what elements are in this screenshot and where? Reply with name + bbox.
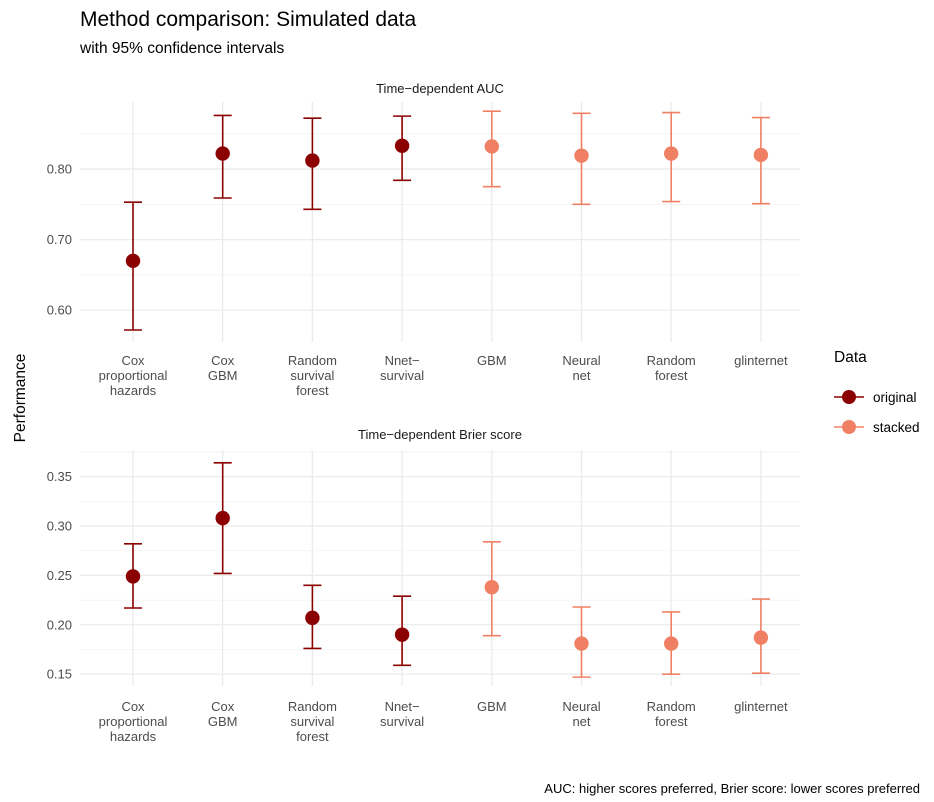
- y-tick-label: 0.30: [47, 519, 72, 534]
- data-point: [305, 610, 320, 626]
- x-tick-label: GBM: [477, 699, 507, 714]
- errorbar-point: [662, 611, 681, 675]
- data-point: [125, 569, 141, 584]
- errorbar-point: [303, 584, 322, 650]
- data-point: [664, 636, 679, 651]
- errorbar-point: [124, 543, 142, 609]
- data-point: [484, 139, 499, 154]
- x-tick-label: glinternet: [734, 353, 788, 368]
- panels-group: Time−dependent AUC 0.60 0.70 0.80 Cox proport…: [47, 81, 800, 744]
- y-tick-label: 0.80: [47, 162, 72, 177]
- errorbar-point: [393, 595, 412, 667]
- errorbar-point: [482, 110, 501, 188]
- data-point: [753, 147, 769, 163]
- data-point: [484, 580, 499, 595]
- data-point: [574, 636, 589, 651]
- data-point: [125, 253, 141, 269]
- data-point: [664, 146, 679, 161]
- data-point: [574, 148, 589, 163]
- x-tick-label: Cox proportional hazards: [99, 353, 168, 398]
- legend-label-original: original: [873, 390, 917, 405]
- data-point: [753, 630, 769, 645]
- errorbar-point: [572, 606, 591, 678]
- errorbar-point: [393, 115, 412, 182]
- x-tick-label: Cox GBM: [208, 699, 238, 729]
- errorbar-point: [572, 112, 591, 206]
- x-tick-label: Neural net: [562, 699, 600, 729]
- x-tick-label: Nnet− survival: [380, 699, 424, 729]
- legend-title: Data: [834, 349, 867, 366]
- x-tick-label: glinternet: [734, 699, 788, 714]
- y-tick-label: 0.15: [47, 667, 72, 682]
- errorbar-point: [482, 541, 501, 637]
- errorbar-point: [303, 117, 322, 211]
- chart-title: Method comparison: Simulated data: [80, 8, 417, 31]
- legend-key-point-original: [842, 390, 856, 404]
- errorbar-point: [124, 201, 142, 331]
- x-tick-label: Random survival forest: [288, 699, 337, 744]
- panel-1: Time−dependent Brier score 0.15 0.20 0.25 0.…: [47, 427, 800, 744]
- panel-title: Time−dependent Brier score: [358, 427, 522, 442]
- legend-label-stacked: stacked: [873, 420, 920, 435]
- data-point: [215, 146, 230, 161]
- errorbar-point: [751, 598, 770, 674]
- x-tick-label: Cox GBM: [208, 353, 238, 383]
- panel-title: Time−dependent AUC: [376, 81, 504, 96]
- panel-0: Time−dependent AUC 0.60 0.70 0.80 Cox proport…: [47, 81, 800, 398]
- x-tick-label: Cox proportional hazards: [99, 699, 168, 744]
- y-tick-label: 0.20: [47, 617, 72, 632]
- data-point: [394, 138, 410, 153]
- data-point: [305, 153, 320, 168]
- y-tick-label: 0.35: [47, 469, 72, 484]
- y-tick-label: 0.60: [47, 303, 72, 318]
- x-tick-label: Neural net: [562, 353, 600, 383]
- y-tick-label: 0.70: [47, 232, 72, 247]
- data-point: [215, 510, 230, 526]
- errorbar-point: [751, 116, 770, 205]
- data-point: [394, 627, 410, 642]
- chart-subtitle: with 95% confidence intervals: [80, 40, 285, 57]
- chart-caption: AUC: higher scores preferred, Brier scor…: [544, 781, 920, 796]
- legend-key-point-stacked: [842, 420, 856, 434]
- y-axis-title: Performance: [12, 354, 29, 443]
- x-tick-label: Random forest: [647, 699, 696, 729]
- y-tick-label: 0.25: [47, 568, 72, 583]
- errorbar-point: [662, 111, 681, 203]
- x-tick-label: GBM: [477, 353, 507, 368]
- errorbar-point: [213, 114, 232, 199]
- legend: Data original stacked: [834, 349, 920, 435]
- x-tick-label: Nnet− survival: [380, 353, 424, 383]
- x-tick-label: Random survival forest: [288, 353, 337, 398]
- errorbar-point: [213, 462, 232, 575]
- x-tick-label: Random forest: [647, 353, 696, 383]
